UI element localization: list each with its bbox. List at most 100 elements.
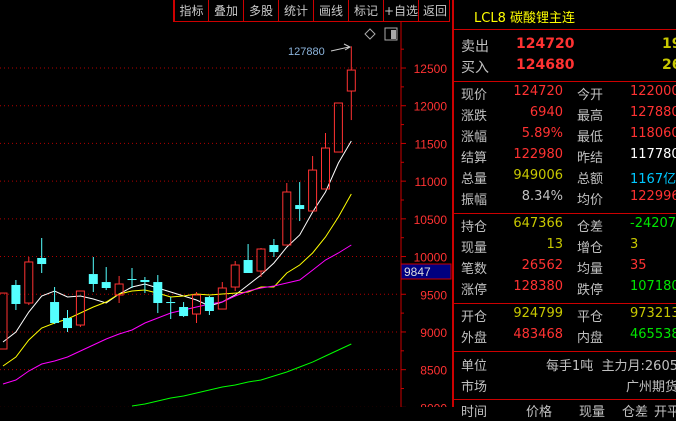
quote-label: 涨跌 (461, 109, 488, 124)
quote-value: 3 (630, 237, 639, 252)
bid-label: 买入 (461, 60, 489, 76)
quote-label: 增仓 (577, 241, 604, 256)
quote-row: 涨跌 6940 最高 127880 (454, 105, 676, 125)
toolbar-indicator-button[interactable]: 指标 (175, 0, 209, 22)
panel-toggle-icon[interactable] (384, 27, 398, 41)
ask-volume: 19 (662, 36, 676, 52)
candle-body (243, 260, 253, 273)
quote-value: 117780 (630, 147, 676, 162)
quote-label: 跌停 (577, 283, 604, 298)
toolbar-overlay-button[interactable]: 叠加 (209, 0, 244, 22)
quote-label: 结算 (461, 151, 488, 166)
candle-body (153, 282, 163, 304)
y-tick-label: 8500 (420, 364, 447, 378)
candle (114, 276, 124, 304)
instrument-title: LCL8 碳酸锂主连 (474, 11, 575, 26)
quote-value: 8.34% (521, 189, 563, 204)
quote-row: 笔数 26562 均量 35 (454, 258, 676, 278)
moving-average-line (2, 140, 352, 343)
quote-value: 35 (630, 258, 647, 273)
quote-label: 昨结 (577, 151, 604, 166)
quote-row: 结算 122980 昨结 117780 (454, 147, 676, 167)
bid-row: 买入 124680 26 (454, 57, 676, 77)
quote-value: 465538 (630, 327, 676, 342)
quote-value: 1167亿 (630, 172, 676, 187)
diamond-icon[interactable] (364, 28, 376, 40)
ask-row: 卖出 124720 19 (454, 36, 676, 56)
candle (63, 310, 72, 332)
quote-row: 现价 124720 今开 122000 (454, 84, 676, 104)
quote-panel: LCL8 碳酸锂主连 卖出 124720 19 买入 124680 26 现价 1… (452, 0, 676, 420)
candle (282, 183, 292, 246)
candle (230, 261, 240, 292)
candle (0, 292, 8, 350)
candle (333, 102, 343, 153)
candle (50, 287, 60, 325)
quote-label: 今开 (577, 88, 604, 103)
quote-label: 笔数 (461, 262, 488, 277)
cursor-price-box (400, 263, 452, 280)
candle-body (269, 245, 279, 253)
quote-row: 涨幅 5.89% 最低 118060 (454, 126, 676, 146)
moving-average-line (2, 193, 352, 367)
toolbar-statistics-button[interactable]: 统计 (279, 0, 314, 22)
toolbar-add-watchlist-button[interactable]: +自选 (384, 0, 419, 22)
ticks-header-cell: 价格 (526, 405, 553, 420)
quote-value: -24207 (630, 216, 676, 231)
market-label: 市场 (461, 380, 488, 395)
quote-row: 现量 13 增仓 3 (454, 237, 676, 257)
quote-value: 122996 (630, 189, 676, 204)
quote-value: 924799 (513, 306, 563, 321)
quote-value: 13 (546, 237, 563, 252)
candle-body (88, 274, 98, 285)
quote-value: 5.89% (521, 126, 563, 141)
candle-body (217, 287, 227, 310)
quote-label: 内盘 (577, 331, 604, 346)
ticks-header-cell: 现量 (579, 405, 606, 420)
candle (321, 133, 330, 190)
candle (11, 280, 21, 311)
y-tick-label: 12500 (414, 62, 448, 76)
ticks-header-cell: 开平 (654, 405, 676, 420)
toolbar-draw-line-button[interactable]: 画线 (314, 0, 349, 22)
candle (243, 244, 253, 273)
quote-value: 122980 (513, 147, 563, 162)
candle-body (204, 297, 214, 312)
quote-row: 涨停 128380 跌停 107180 (454, 279, 676, 299)
quote-row: 外盘 483468 内盘 465538 (454, 327, 676, 347)
candle-body (282, 191, 292, 246)
market-value: 广州期货 (625, 380, 676, 395)
candlestick-chart[interactable]: 12500 12000 11500 11000 10500 10000 9500 9000 85… (0, 0, 452, 407)
candle (166, 297, 176, 319)
candle-body (321, 147, 330, 190)
quote-label: 总量 (461, 172, 488, 187)
toolbar-mark-button[interactable]: 标记 (349, 0, 384, 22)
candle (127, 268, 137, 288)
candle (24, 257, 34, 306)
ticks-header: 时间 价格 现量 仓差 开平 (454, 401, 676, 421)
quote-row: 振幅 8.34% 均价 122996 (454, 189, 676, 209)
high-arrow-icon (330, 43, 352, 52)
toolbar-back-button[interactable]: 返回 (419, 0, 450, 22)
candle-body (333, 102, 343, 153)
candle-body (166, 302, 176, 304)
quote-label: 最高 (577, 109, 604, 124)
y-tick-label: 10000 (414, 251, 448, 265)
candle-body (24, 261, 34, 304)
candle-body (308, 169, 318, 212)
toolbar-multi-stock-button[interactable]: 多股 (244, 0, 279, 22)
quote-label: 现价 (461, 88, 488, 103)
quote-value: 118060 (630, 126, 676, 141)
candle-body (230, 264, 240, 288)
candle (88, 257, 98, 292)
candle-body (11, 284, 21, 304)
high-annotation: 127880 (288, 46, 325, 58)
ask-price: 124720 (516, 36, 575, 52)
quote-row: 持仓 647366 仓差 -24207 (454, 216, 676, 236)
candle-body (295, 205, 305, 210)
toolbar: 指标 叠加 多股 统计 画线 标记 +自选 返回 (173, 0, 450, 22)
quote-label: 均价 (577, 193, 604, 208)
quote-label: 仓差 (577, 220, 604, 235)
candle (346, 46, 356, 121)
candle-body (346, 69, 356, 92)
